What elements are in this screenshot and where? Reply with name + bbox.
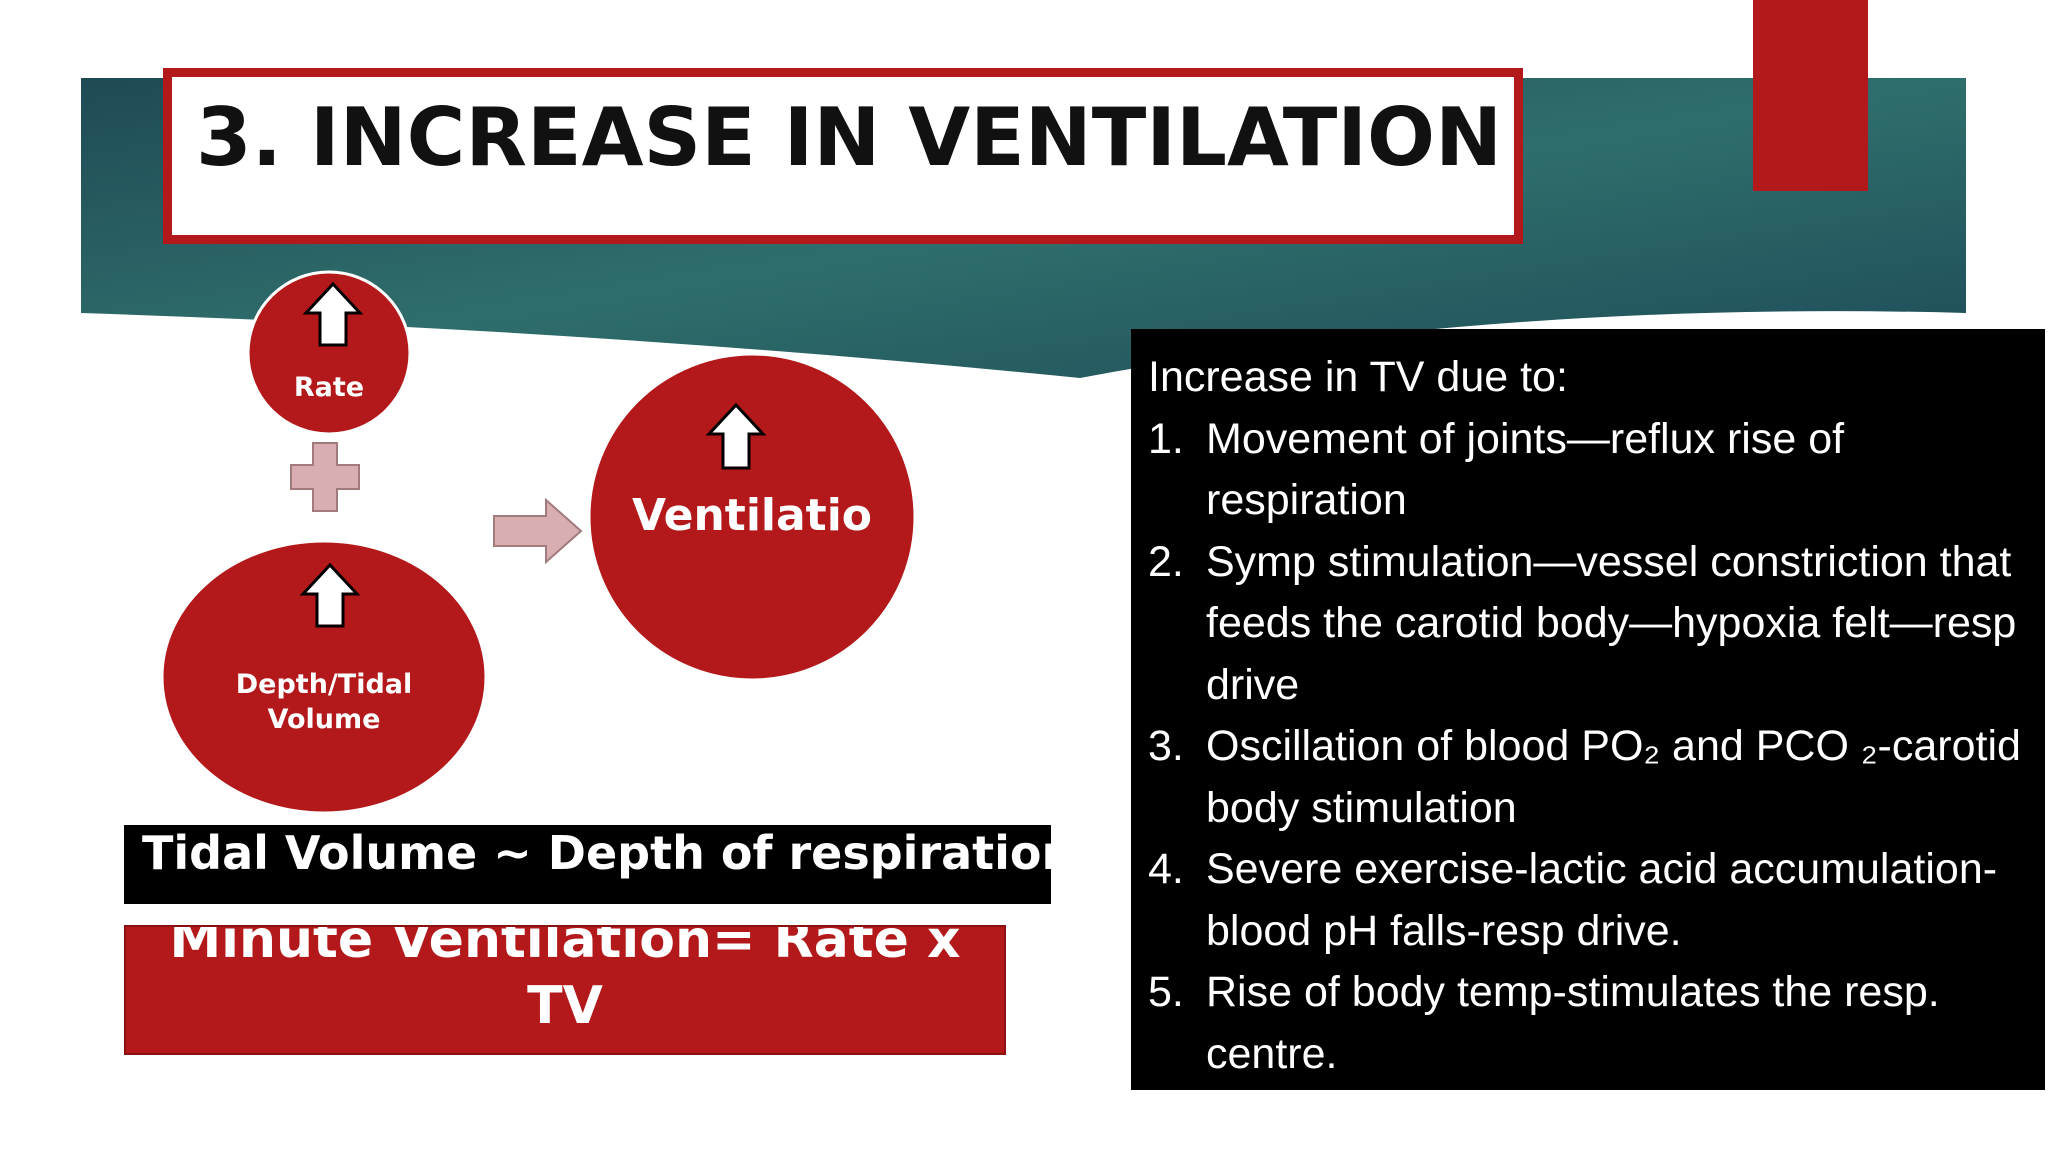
right-arrow [493, 497, 583, 565]
item-number: 1. [1148, 414, 1184, 463]
tidal-text: Tidal Volume ~ Depth of respiration [142, 826, 1051, 880]
item-text: Oscillation of blood PO₂ and PCO ₂-carot… [1206, 722, 2021, 832]
up-arrow [299, 562, 361, 628]
notes-list: 1. Movement of joints—reflux rise of resp… [1148, 409, 2025, 1086]
notes-box: Increase in TV due to: 1. Movement of joi… [1131, 329, 2045, 1090]
item-text: Rise of body temp-stimulates the resp. c… [1206, 968, 1940, 1078]
item-text: Movement of joints—reflux rise of respir… [1206, 414, 1845, 525]
item-number: 3. [1148, 722, 1184, 770]
notes-intro: Increase in TV due to: [1148, 353, 1568, 401]
depth-ellipse [160, 539, 488, 815]
tidal-strip: Tidal Volume ~ Depth of respiration [124, 825, 1051, 904]
up-arrow [705, 402, 767, 470]
item-number: 5. [1148, 968, 1184, 1016]
rate-circle [246, 270, 412, 436]
note-item: 2. Symp stimulation—vessel constriction t… [1148, 532, 2025, 717]
minute-box: Minute Ventilation= Rate x TV [124, 925, 1006, 1055]
note-item: 1. Movement of joints—reflux rise of resp… [1148, 409, 2025, 532]
slide-title: 3. INCREASE IN VENTILATION [196, 91, 1503, 184]
red-tab [1753, 0, 1868, 191]
minute-text: Minute Ventilation= Rate x TV [169, 925, 961, 1036]
item-number: 2. [1148, 537, 1184, 586]
note-item: 3. Oscillation of blood PO₂ and PCO ₂-car… [1148, 716, 2025, 839]
title-box: 3. INCREASE IN VENTILATION [163, 68, 1523, 244]
ventilation-circle [587, 352, 917, 682]
note-item: 5. Rise of body temp-stimulates the resp.… [1148, 962, 2025, 1085]
depth-label: Depth/Tidal Volume [235, 669, 413, 735]
item-number: 4. [1148, 845, 1184, 893]
item-text: Symp stimulation—vessel constriction tha… [1206, 537, 2017, 709]
up-arrow [302, 281, 364, 347]
plus-sign [290, 442, 360, 512]
note-item: 4. Severe exercise-lactic acid accumulati… [1148, 839, 2025, 962]
ventilation-label: Ventilatio [631, 490, 873, 541]
rate-label: Rate [293, 372, 365, 403]
item-text: Severe exercise-lactic acid accumulation… [1206, 845, 1998, 955]
